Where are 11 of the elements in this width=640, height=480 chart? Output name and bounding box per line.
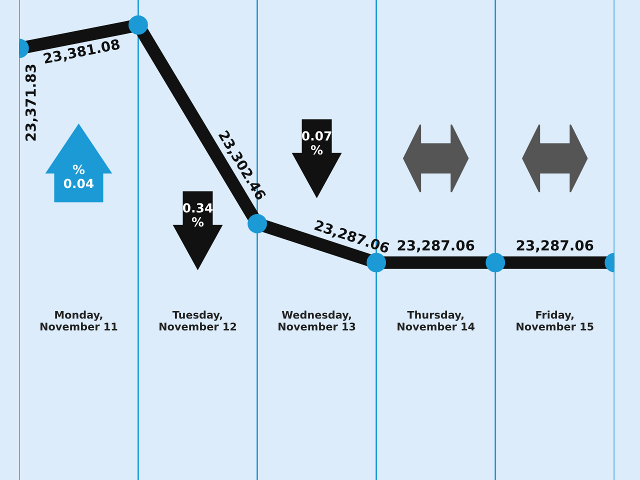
annotation: 0.34 % — [182, 203, 213, 227]
annotation: % 0.04 — [64, 164, 94, 188]
annotation: 0.07 % — [302, 131, 332, 155]
annotation: Thursday, November 14 — [398, 310, 475, 330]
annotation: Wednesday, November 13 — [278, 310, 356, 330]
data-label: 23,287.06 — [398, 240, 474, 252]
annotation: Tuesday, November 12 — [160, 310, 236, 330]
data-label: 23,371.83 — [25, 64, 38, 141]
annotation: Monday, November 11 — [40, 310, 118, 330]
annotation: Friday, November 15 — [516, 310, 594, 330]
data-label: 23,287.06 — [516, 240, 594, 252]
